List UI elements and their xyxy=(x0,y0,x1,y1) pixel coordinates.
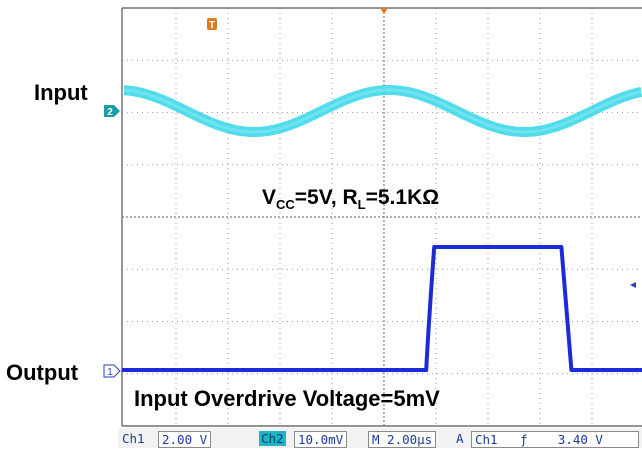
trigger-time-arrow xyxy=(380,8,388,14)
input-sine-core xyxy=(124,88,642,134)
condition-mid: =5V, R xyxy=(294,186,358,209)
condition-v: V xyxy=(262,186,277,209)
trigger-mode: A xyxy=(456,431,464,446)
ch2-ground-marker xyxy=(104,105,120,117)
trigger-slope-icon: ƒ xyxy=(520,432,528,447)
ch2-scale: 10.0mV xyxy=(294,431,348,448)
timebase: M 2.00µs xyxy=(368,431,437,448)
trigger-box: Ch1 ƒ 3.40 V xyxy=(471,431,639,448)
scope-status-bar: Ch1 2.00 V Ch2 10.0mV M 2.00µs A Ch1 ƒ 3… xyxy=(118,428,642,448)
ch1-marker-text: 1 xyxy=(107,367,113,378)
overdrive-caption: Input Overdrive Voltage=5mV xyxy=(134,386,440,411)
input-label: Input xyxy=(34,80,88,105)
graticule xyxy=(121,7,642,427)
traces xyxy=(120,85,642,372)
trigger-position-marker xyxy=(207,18,217,30)
trigger-marker-text: T xyxy=(209,20,215,31)
condition-end: =5.1KΩ xyxy=(365,186,440,209)
ch2-label: Ch2 xyxy=(259,431,286,446)
trigger-level-arrow xyxy=(630,282,636,288)
trigger-source: Ch1 xyxy=(475,432,498,447)
trigger-level: 3.40 V xyxy=(557,432,603,447)
condition-annotation: VCC=5V, RL=5.1KΩ xyxy=(262,186,439,212)
ch1-scale: 2.00 V xyxy=(158,431,212,448)
output-square-trace xyxy=(122,245,642,372)
input-sine-trace xyxy=(120,85,642,137)
ch2-marker-text: 2 xyxy=(107,107,113,118)
ch1-label: Ch1 xyxy=(122,431,145,446)
condition-v-sub: CC xyxy=(276,197,295,212)
output-label: Output xyxy=(6,360,79,385)
markers: T 2 1 xyxy=(103,8,636,378)
ch1-ground-marker xyxy=(103,364,121,378)
condition-r-sub: L xyxy=(357,197,366,212)
